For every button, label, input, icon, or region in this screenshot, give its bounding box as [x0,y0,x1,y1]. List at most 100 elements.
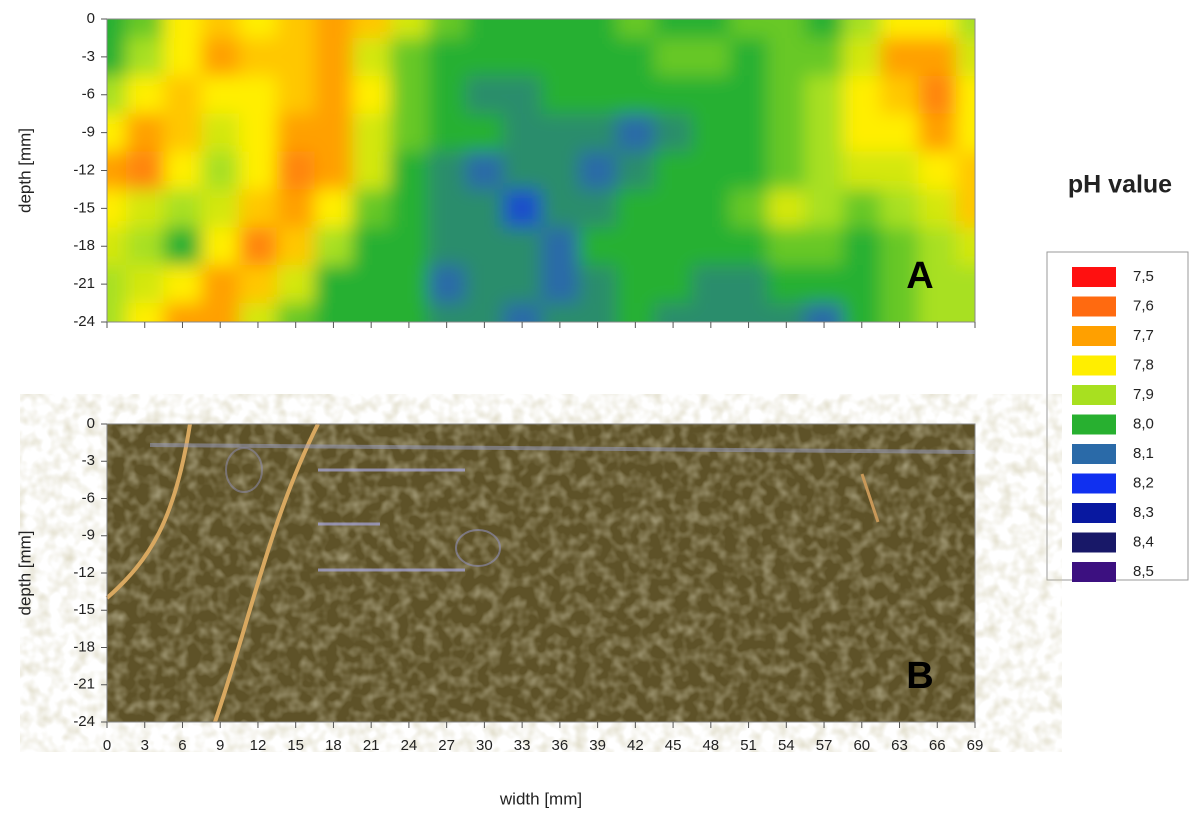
heat-cell [616,113,656,153]
heat-cell [163,189,203,229]
heat-cell [729,303,769,322]
heat-cell [541,227,580,267]
heat-cell [503,189,542,229]
heat-cell [390,19,429,39]
heat-cell [842,113,882,153]
heat-cell [541,113,580,153]
heat-cell [880,227,920,267]
heat-cell [918,37,958,77]
heat-cell [578,151,618,191]
heat-cell [805,151,844,191]
y-tick-label: -9 [82,527,95,544]
heat-cell [767,189,807,229]
heat-cell [201,189,241,229]
y-tick-label: -9 [82,124,95,141]
heat-cell [956,19,975,39]
heat-cell [107,265,127,305]
heat-cell [352,227,392,267]
heat-cell [729,37,769,77]
heat-cell [163,265,203,305]
heat-cell [616,303,656,322]
heat-cell [691,303,731,322]
heat-cell [276,227,316,267]
heat-cell [578,113,618,153]
heat-cell [541,189,580,229]
heat-cell [842,19,882,39]
heat-cell [276,303,316,322]
y-tick-label: -12 [73,564,95,581]
y-axis-label: depth [mm] [15,530,34,615]
heat-cell [918,19,958,39]
heat-cell [465,151,505,191]
heat-cell [729,227,769,267]
heat-cell [805,227,844,267]
heat-cell [503,303,542,322]
heat-cell [654,265,693,305]
heat-cell [276,189,316,229]
photo-reflection [149,443,976,454]
heat-cell [767,227,807,267]
heat-cell [918,303,958,322]
heat-cell [239,303,278,322]
x-tick-label: 42 [627,737,644,754]
heat-cell [465,265,505,305]
heat-cell [578,189,618,229]
x-axis-label: width [mm] [499,789,582,808]
heat-cell [390,303,429,322]
x-tick-label: 21 [363,737,380,754]
heat-cell [276,19,316,39]
heat-cell [880,189,920,229]
legend-swatch [1072,296,1116,317]
heat-cell [276,75,316,115]
heat-cell [616,189,656,229]
legend-swatch [1072,473,1116,494]
heat-cell [276,37,316,77]
heat-cell [767,151,807,191]
heat-cell [125,303,165,322]
heat-cell [503,227,542,267]
heat-cell [578,303,618,322]
legend-label: 7,7 [1133,327,1154,344]
y-axis-label: depth [mm] [15,128,34,213]
heat-cell [201,37,241,77]
x-tick-label: 66 [929,737,946,754]
x-tick-label: 69 [967,737,984,754]
heat-cell [691,113,731,153]
heat-cell [578,75,618,115]
heat-cell [427,19,467,39]
heat-cell [107,189,127,229]
heat-cell [125,19,165,39]
heat-cell [805,19,844,39]
heat-cell [314,113,354,153]
legend-swatch [1072,532,1116,553]
heat-cell [427,265,467,305]
heat-cell [842,75,882,115]
heat-cell [314,227,354,267]
heat-cell [729,265,769,305]
heat-cell [842,303,882,322]
heat-cell [578,265,618,305]
heat-cell [427,189,467,229]
x-tick-label: 33 [514,737,531,754]
heat-cell [654,113,693,153]
y-tick-label: -15 [73,199,95,216]
y-tick-label: -15 [73,601,95,618]
heat-cell [842,37,882,77]
heatmap [107,19,975,322]
legend-label: 8,4 [1133,533,1154,550]
y-tick-label: -18 [73,638,95,655]
heat-cell [352,265,392,305]
heat-cell [276,265,316,305]
heat-cell [239,75,278,115]
heat-cell [352,189,392,229]
y-tick-label: -21 [73,676,95,693]
heat-cell [390,151,429,191]
heat-cell [918,151,958,191]
legend-swatch [1072,267,1116,287]
heat-cell [729,151,769,191]
heat-cell [107,303,127,322]
heat-cell [352,113,392,153]
panel-label: A [906,255,933,297]
y-tick-label: -6 [82,489,95,506]
